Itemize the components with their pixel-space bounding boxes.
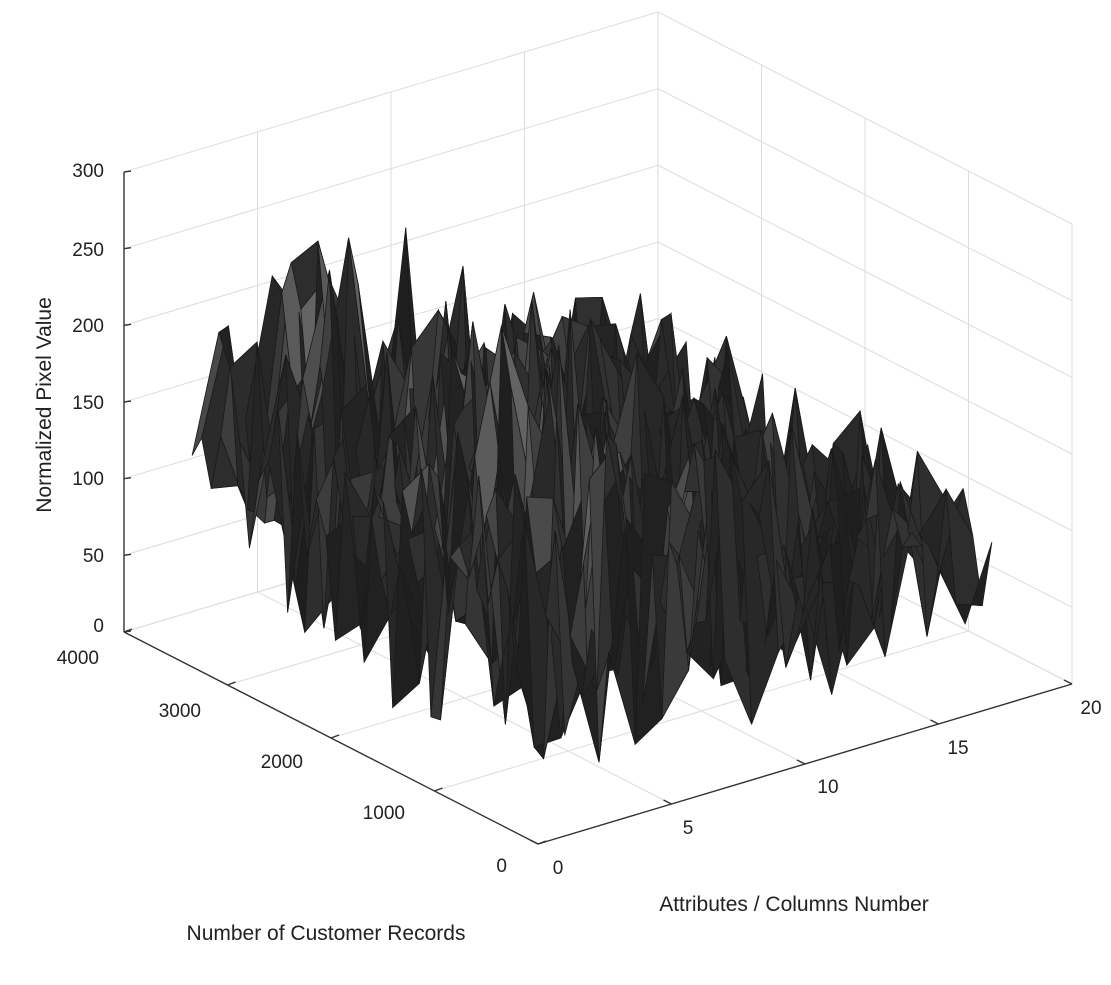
z-tick-label: 100 [72, 469, 104, 490]
z-tick-label: 200 [72, 316, 104, 337]
z-tick-mark [123, 553, 132, 557]
x-tick-mark [930, 719, 939, 725]
y-tick-label: 4000 [57, 648, 99, 669]
x-tick-mark [1063, 679, 1073, 685]
x-tick-label: 5 [683, 818, 694, 839]
y-axis-label: Number of Customer Records [187, 922, 466, 945]
z-tick-mark [123, 400, 132, 403]
y-tick-mark [330, 734, 340, 739]
z-tick-mark [123, 323, 132, 327]
x-tick-label: 0 [553, 858, 564, 879]
y-tick-mark [123, 628, 133, 633]
surface-patch [954, 541, 993, 625]
x-tick-label: 10 [817, 777, 838, 798]
y-tick-mark [227, 681, 236, 686]
z-tick-label: 300 [72, 161, 104, 182]
z-tick-label: 50 [83, 546, 104, 567]
grid-line [434, 171, 969, 792]
x-tick-mark [796, 759, 806, 765]
y-tick-mark [537, 840, 547, 845]
surface-mesh [191, 227, 993, 763]
y-tick-mark [434, 787, 443, 792]
x-tick-label: 20 [1080, 698, 1101, 719]
x-tick-label: 15 [947, 738, 968, 759]
grid-line [123, 11, 1073, 225]
z-tick-mark [123, 246, 132, 250]
y-tick-label: 1000 [363, 803, 405, 824]
x-tick-labels: 0 5 10 15 20 [553, 698, 1102, 879]
grid-line [123, 88, 1073, 302]
z-tick-mark [123, 170, 132, 173]
z-tick-label: 150 [72, 393, 104, 414]
z-tick-label: 0 [93, 616, 104, 637]
axes [123, 170, 1073, 845]
x-tick-mark [529, 839, 539, 845]
z-tick-mark [123, 476, 132, 480]
z-tick-label: 250 [72, 240, 104, 261]
z-axis-label: Normalized Pixel Value [33, 297, 56, 513]
x-axis-label: Attributes / Columns Number [659, 893, 929, 916]
y-tick-label: 0 [496, 856, 507, 877]
z-tick-labels: 0 50 100 150 200 250 300 [72, 161, 104, 637]
y-tick-labels: 4000 3000 2000 1000 0 [57, 648, 507, 877]
y-tick-label: 3000 [159, 701, 201, 722]
y-tick-label: 2000 [261, 752, 303, 773]
x-tick-mark [663, 799, 672, 805]
